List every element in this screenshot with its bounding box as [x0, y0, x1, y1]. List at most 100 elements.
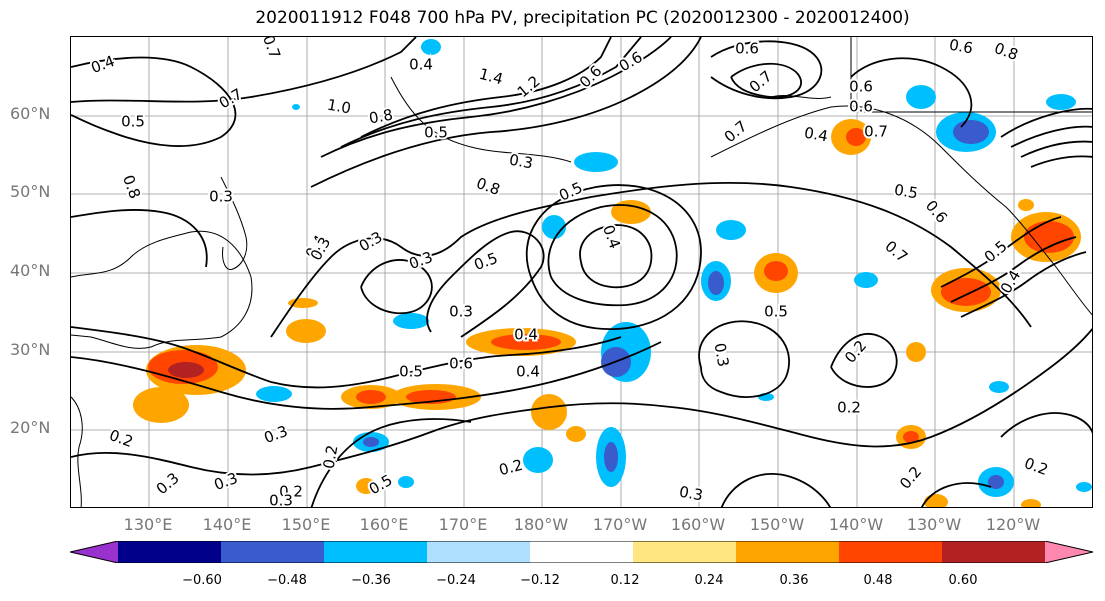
contour-label-halo: 0.6	[449, 355, 473, 373]
lon-label-140w: 140°W	[828, 515, 884, 534]
contour-label: 0.6	[849, 78, 873, 96]
contour-label-halo: 0.6	[735, 40, 759, 58]
colorbar-outline	[70, 541, 1094, 563]
contour-label-halo: 0.6	[849, 98, 873, 116]
lon-label-150w: 150°W	[749, 515, 805, 534]
colorbar-extend-low	[70, 541, 118, 563]
contour-label: 0.7	[746, 67, 776, 96]
contour-label: 0.8	[119, 173, 144, 202]
contour-label: 0.6	[576, 62, 606, 92]
lon-label-120w: 120°W	[985, 515, 1041, 534]
precip-shading	[133, 39, 1092, 507]
lon-label-130w: 130°W	[906, 515, 962, 534]
contour-label-halo: 0.4	[516, 363, 540, 381]
colorbar-band	[427, 541, 531, 563]
contour-label: 0.3	[356, 228, 386, 256]
contour-label: 0.3	[711, 342, 733, 369]
contour-label: 0.6	[735, 40, 759, 58]
colorbar-band	[221, 541, 325, 563]
contour-label: 0.5	[424, 124, 448, 142]
contour-label: 0.4	[516, 363, 540, 381]
contour-label-halo: 0.2	[279, 483, 303, 501]
contour-label: 0.7	[216, 85, 246, 113]
contour-label: 0.3	[678, 483, 705, 505]
contour-label: 0.5	[556, 178, 585, 204]
lon-label-130e: 130°E	[123, 515, 173, 534]
lon-label-140e: 140°E	[202, 515, 252, 534]
contour-label: 0.4	[803, 124, 830, 146]
contour-label: 0.2	[841, 337, 870, 367]
contour-label-halo: 0.3	[269, 492, 293, 509]
contour-label: 0.5	[399, 363, 423, 381]
contour-label: 0.3	[209, 188, 233, 206]
contour-label-halo: 0.5	[424, 124, 448, 142]
contour-label: 0.3	[262, 422, 291, 447]
contour-label: 0.7	[721, 117, 751, 146]
contour-label: 0.5	[893, 181, 920, 203]
colorbar	[70, 541, 1094, 563]
contour-label-halo: 0.5	[764, 303, 788, 321]
contour-label: 0.3	[508, 151, 535, 173]
contour-label: 0.5	[764, 303, 788, 321]
contour-label: 1.4	[477, 65, 505, 89]
colorbar-band	[839, 541, 943, 563]
pv-contours	[71, 37, 1092, 507]
contour-label-halo: 0.5	[121, 113, 145, 131]
colorbar-label-neg048: −0.48	[267, 573, 307, 588]
lon-label-170e: 170°E	[438, 515, 488, 534]
colorbar-label-pos024: 0.24	[694, 573, 724, 588]
lon-label-160e: 160°E	[359, 515, 409, 534]
contour-label-halo: 0.6	[948, 37, 975, 57]
contour-label-halo: 0.3	[449, 303, 473, 321]
contour-label: 0.8	[992, 39, 1021, 64]
colorbar-band	[530, 541, 634, 563]
coastlines	[71, 37, 1092, 507]
contour-label: 0.5	[366, 471, 396, 499]
contour-label: 0.4	[599, 223, 624, 252]
contour-label: 0.3	[153, 469, 183, 498]
contour-label-halo: 0.2	[837, 399, 861, 417]
colorbar-band	[633, 541, 737, 563]
lon-label-160w: 160°W	[670, 515, 726, 534]
colorbar-label-pos036: 0.36	[779, 573, 809, 588]
colorbar-band	[942, 541, 1046, 563]
colorbar-band	[118, 541, 222, 563]
colorbar-label-neg012: −0.12	[520, 573, 560, 588]
map-panel: 0.4 0.4 0.7 0.7 0.7 0.7 0.5 0.5 1.0 1.0 0.8 0.8 0.5 0…	[70, 36, 1093, 508]
contour-label: 0.8	[368, 106, 395, 128]
contour-label: 0.6	[948, 37, 975, 57]
contour-label-halo: 0.5	[399, 363, 423, 381]
contour-label: 0.3	[449, 303, 473, 321]
map-svg: 0.40.40.70.70.70.70.50.51.01.0 0.80.80.50…	[71, 37, 1092, 509]
lon-label-170w: 170°W	[592, 515, 648, 534]
colorbar-band	[736, 541, 840, 563]
contour-label: 0.2	[279, 483, 303, 501]
contour-label: 0.4	[409, 56, 433, 74]
contour-label: 0.6	[849, 98, 873, 116]
contour-label-halo: 0.3	[209, 188, 233, 206]
lat-label-30n: 30°N	[10, 340, 51, 359]
map-title: 2020011912 F048 700 hPa PV, precipitatio…	[255, 8, 910, 28]
colorbar-label-pos060: 0.60	[948, 573, 978, 588]
contour-label: 1.0	[326, 96, 353, 118]
contour-label: 0.3	[269, 492, 293, 509]
contour-label: 0.7	[864, 123, 888, 141]
colorbar-label-pos012: 0.12	[610, 573, 640, 588]
contour-label-halo: 0.4	[514, 326, 538, 344]
contour-label: 0.2	[497, 456, 525, 480]
contour-label: 0.7	[881, 237, 911, 266]
lat-label-50n: 50°N	[10, 182, 51, 201]
colorbar-band	[324, 541, 428, 563]
contour-label: 0.2	[320, 444, 342, 471]
contour-label-halo: 0.7	[864, 123, 888, 141]
contour-label: 0.6	[922, 197, 951, 227]
lon-label-180w: 180°W	[513, 515, 569, 534]
colorbar-label-neg024: −0.24	[436, 573, 476, 588]
contour-label: 1.2	[514, 72, 544, 101]
lat-label-40n: 40°N	[10, 261, 51, 280]
lon-label-150e: 150°E	[281, 515, 331, 534]
contour-label: 0.4	[514, 326, 538, 344]
contour-label: 0.2	[837, 399, 861, 417]
contour-label: 0.8	[474, 174, 503, 199]
lat-label-60n: 60°N	[10, 104, 51, 123]
